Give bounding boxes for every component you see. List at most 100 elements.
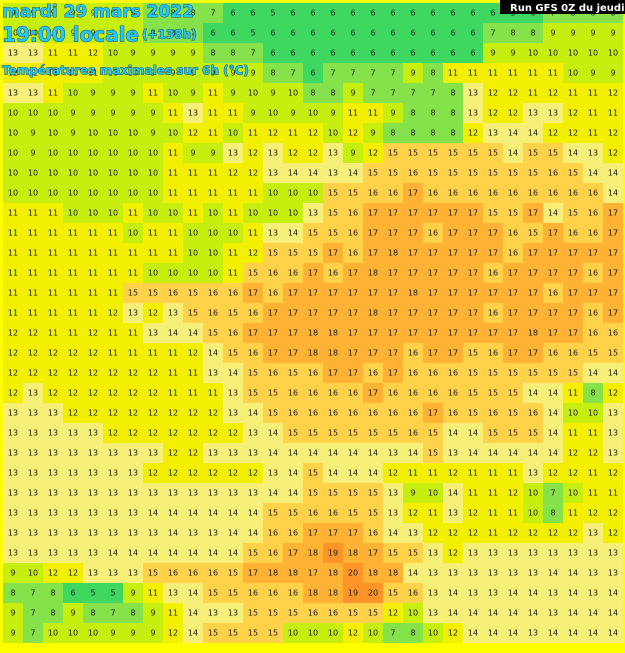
cell: [23, 183, 43, 203]
cell-value: 13: [488, 589, 498, 598]
cell-value: 13: [108, 489, 118, 498]
cell-value: 10: [88, 169, 98, 178]
cell-value: 8: [210, 49, 215, 58]
cell-value: 13: [468, 109, 478, 118]
cell-value: 17: [608, 269, 618, 278]
cell-value: 11: [8, 269, 18, 278]
cell: [563, 623, 583, 643]
cell-value: 6: [430, 29, 435, 38]
cell: [143, 23, 163, 43]
cell-value: 8: [190, 9, 195, 18]
cell: [323, 63, 343, 83]
cell-value: 18: [348, 549, 358, 558]
cell: [103, 363, 123, 383]
cell-value: 15: [508, 409, 518, 418]
cell-value: 9: [270, 89, 275, 98]
cell-value: 11: [48, 289, 58, 298]
cell-value: 9: [150, 609, 155, 618]
cell-value: 10: [8, 109, 18, 118]
cell-value: 16: [508, 189, 518, 198]
cell: [323, 423, 343, 443]
cell-value: 10: [108, 189, 118, 198]
cell-value: 10: [288, 89, 298, 98]
cell-value: 13: [528, 109, 538, 118]
cell-value: 11: [348, 109, 358, 118]
cell: [203, 63, 223, 83]
cell: [83, 303, 103, 323]
cell: [243, 3, 263, 23]
cell: [103, 463, 123, 483]
cell: [243, 303, 263, 323]
cell: [103, 623, 123, 643]
cell: [343, 83, 363, 103]
cell-value: 10: [108, 49, 118, 58]
cell-value: 9: [150, 49, 155, 58]
cell: [583, 563, 603, 583]
cell: [223, 143, 243, 163]
cell: [383, 83, 403, 103]
cell-value: 11: [8, 309, 18, 318]
cell-value: 14: [548, 429, 558, 438]
cell: [343, 103, 363, 123]
cell-value: 17: [528, 309, 538, 318]
cell: [103, 523, 123, 543]
cell-value: 14: [288, 449, 298, 458]
cell: [403, 463, 423, 483]
cell-value: 15: [468, 149, 478, 158]
cell-value: 13: [68, 449, 78, 458]
cell-value: 16: [268, 549, 278, 558]
cell: [463, 203, 483, 223]
cell-value: 17: [488, 289, 498, 298]
cell: [263, 3, 283, 23]
cell: [43, 423, 63, 443]
cell: [223, 463, 243, 483]
cell: [443, 523, 463, 543]
cell: [463, 423, 483, 443]
cell: [43, 243, 63, 263]
cell: [423, 203, 443, 223]
cell-value: 12: [588, 449, 598, 458]
cell: [3, 323, 23, 343]
cell-value: 17: [448, 209, 458, 218]
cell: [83, 143, 103, 163]
cell: [503, 203, 523, 223]
cell-value: 7: [390, 89, 395, 98]
cell-value: 9: [110, 629, 115, 638]
cell-value: 15: [488, 209, 498, 218]
cell: [523, 523, 543, 543]
cell-value: 17: [248, 289, 258, 298]
cell: [403, 123, 423, 143]
cell: [523, 63, 543, 83]
cell-value: 18: [308, 349, 318, 358]
cell-value: 11: [48, 249, 58, 258]
cell: [203, 223, 223, 243]
cell-value: 8: [450, 109, 455, 118]
cell-value: 7: [210, 9, 215, 18]
cell: [63, 223, 83, 243]
cell-value: 6: [370, 29, 375, 38]
cell-value: 9: [150, 109, 155, 118]
cell: [203, 623, 223, 643]
cell-value: 13: [228, 149, 238, 158]
cell: [483, 303, 503, 323]
cell-value: 15: [288, 429, 298, 438]
cell: [363, 403, 383, 423]
cell-value: 11: [568, 509, 578, 518]
cell: [503, 43, 523, 63]
cell-value: 9: [350, 89, 355, 98]
cell-value: 15: [248, 389, 258, 398]
cell-value: 14: [228, 549, 238, 558]
cell-value: 9: [370, 129, 375, 138]
cell: [383, 563, 403, 583]
cell: [543, 223, 563, 243]
cell: [323, 283, 343, 303]
cell: [343, 563, 363, 583]
cell-value: 16: [208, 569, 218, 578]
cell: [563, 23, 583, 43]
cell: [423, 183, 443, 203]
cell-value: 15: [368, 609, 378, 618]
cell-value: 9: [10, 9, 15, 18]
cell-value: 17: [368, 249, 378, 258]
cell: [263, 363, 283, 383]
cell: [143, 3, 163, 23]
